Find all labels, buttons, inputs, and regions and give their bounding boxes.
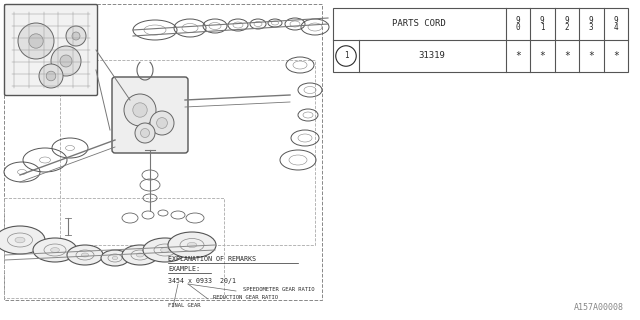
- Circle shape: [150, 111, 174, 135]
- Ellipse shape: [168, 232, 216, 258]
- Text: *: *: [613, 51, 619, 61]
- Bar: [4, 4, 322, 300]
- Ellipse shape: [81, 253, 88, 257]
- Circle shape: [60, 55, 72, 67]
- Text: *: *: [540, 51, 545, 61]
- Ellipse shape: [143, 238, 187, 262]
- Text: EXAMPLE:: EXAMPLE:: [168, 266, 200, 272]
- Circle shape: [51, 46, 81, 76]
- Ellipse shape: [112, 256, 118, 260]
- Text: PARTS CORD: PARTS CORD: [392, 20, 446, 28]
- Circle shape: [141, 129, 150, 138]
- FancyBboxPatch shape: [112, 77, 188, 153]
- Text: *: *: [564, 51, 570, 61]
- Bar: [333, 8, 628, 72]
- Text: 1: 1: [344, 52, 348, 60]
- Text: A157A00008: A157A00008: [574, 303, 624, 312]
- Text: 9
4: 9 4: [614, 16, 618, 32]
- Text: 9
1: 9 1: [540, 16, 545, 32]
- Text: EXPLANATION OF REMARKS: EXPLANATION OF REMARKS: [168, 256, 256, 262]
- Ellipse shape: [33, 238, 77, 262]
- Circle shape: [18, 23, 54, 59]
- Circle shape: [72, 32, 80, 40]
- Circle shape: [124, 94, 156, 126]
- Text: 9
3: 9 3: [589, 16, 593, 32]
- Bar: [60, 60, 315, 245]
- Ellipse shape: [0, 226, 45, 254]
- Ellipse shape: [51, 248, 60, 252]
- Ellipse shape: [136, 253, 143, 257]
- Circle shape: [46, 71, 56, 81]
- Text: 9
0: 9 0: [515, 16, 520, 32]
- Ellipse shape: [122, 245, 158, 265]
- Ellipse shape: [187, 243, 197, 248]
- Ellipse shape: [67, 245, 103, 265]
- Ellipse shape: [101, 250, 129, 266]
- Circle shape: [157, 117, 168, 128]
- Ellipse shape: [15, 237, 25, 243]
- Text: *: *: [588, 51, 594, 61]
- Bar: [4, 198, 224, 298]
- Text: 3454 x 0933  20/1: 3454 x 0933 20/1: [168, 278, 236, 284]
- Text: SPEEDOMETER GEAR RATIO: SPEEDOMETER GEAR RATIO: [243, 287, 314, 292]
- Text: 31319: 31319: [419, 52, 445, 60]
- FancyBboxPatch shape: [4, 4, 97, 95]
- Circle shape: [29, 34, 44, 48]
- Circle shape: [66, 26, 86, 46]
- Circle shape: [39, 64, 63, 88]
- Circle shape: [336, 46, 356, 66]
- Circle shape: [135, 123, 155, 143]
- Text: 9
2: 9 2: [564, 16, 569, 32]
- Ellipse shape: [161, 248, 170, 252]
- Text: FINAL GEAR: FINAL GEAR: [168, 303, 200, 308]
- Circle shape: [133, 103, 147, 117]
- Text: *: *: [515, 51, 521, 61]
- Text: REDUCTION GEAR RATIO: REDUCTION GEAR RATIO: [213, 295, 278, 300]
